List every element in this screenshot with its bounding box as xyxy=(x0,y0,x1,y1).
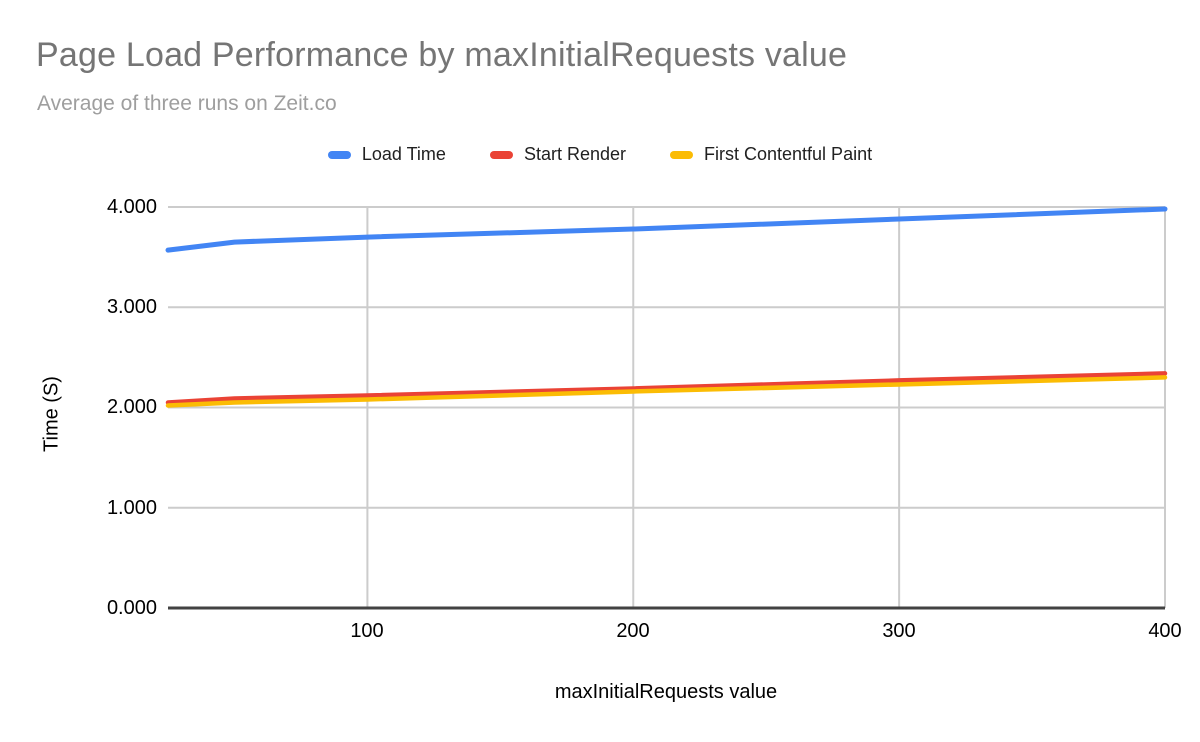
y-tick-label: 1.000 xyxy=(106,497,157,519)
legend-item-first-contentful-paint: First Contentful Paint xyxy=(670,144,872,165)
legend-swatch-first-contentful-paint-icon xyxy=(670,150,694,159)
x-tick-label: 400 xyxy=(1148,620,1182,642)
x-tick-label: 300 xyxy=(882,620,916,642)
legend-label-load-time: Load Time xyxy=(361,144,446,164)
series-line-1 xyxy=(165,371,1168,405)
legend-swatch-load-time-icon xyxy=(327,150,351,159)
legend-label-first-contentful-paint: First Contentful Paint xyxy=(704,144,873,164)
series-line-2 xyxy=(165,375,1168,408)
legend-label-start-render: Start Render xyxy=(523,144,627,164)
series-line-0 xyxy=(165,206,1168,253)
legend: Load Time Start Render First Contentful … xyxy=(0,144,1200,165)
chart-subtitle: Average of three runs on Zeit.co xyxy=(37,92,337,115)
x-tick-label: 200 xyxy=(616,620,650,642)
x-tick-label: 100 xyxy=(350,620,384,642)
y-tick-label: 4.000 xyxy=(106,196,157,218)
y-tick-label: 0.000 xyxy=(106,597,157,619)
y-tick-label: 2.000 xyxy=(106,396,157,418)
chart-title: Page Load Performance by maxInitialReque… xyxy=(36,36,848,74)
legend-item-start-render: Start Render xyxy=(489,144,627,165)
legend-swatch-start-render-icon xyxy=(489,150,513,159)
legend-item-load-time: Load Time xyxy=(327,144,446,165)
y-tick-label: 3.000 xyxy=(106,296,157,318)
x-axis-title: maxInitialRequests value xyxy=(554,681,778,703)
y-axis-title: Time (S) xyxy=(40,376,63,452)
